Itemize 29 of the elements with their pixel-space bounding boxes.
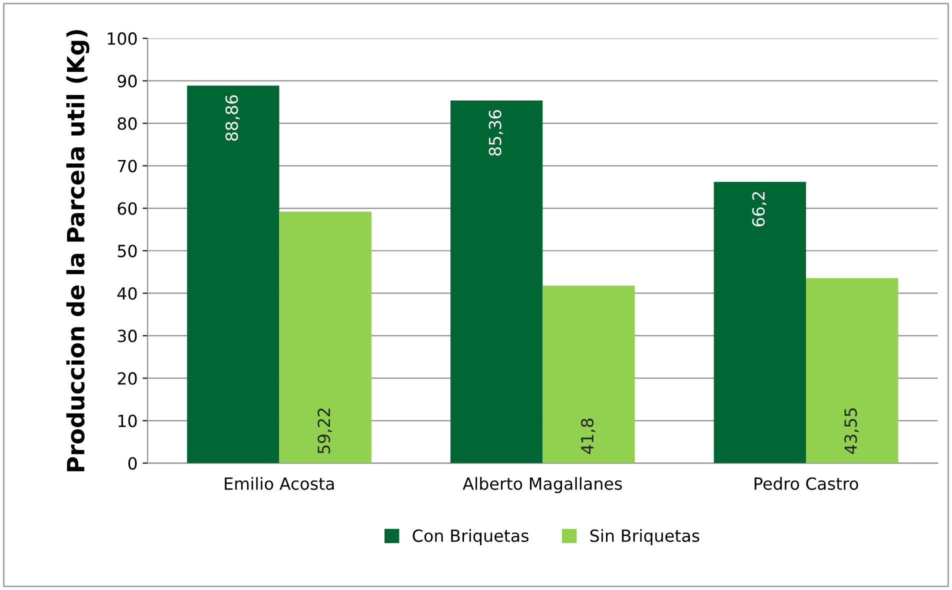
x-tick-label: Emilio Acosta (224, 477, 334, 490)
bar (806, 278, 898, 464)
y-tick-label: 70 (118, 160, 137, 172)
y-tick-label: 60 (118, 202, 137, 215)
data-label: 85,36 (488, 110, 504, 156)
y-tick-label: 80 (118, 117, 137, 130)
x-tick-label: Alberto Magallanes (462, 477, 622, 494)
y-tick-label: 50 (118, 244, 137, 258)
bar (187, 86, 280, 464)
bar (450, 100, 543, 464)
bar (542, 286, 635, 464)
y-tick-label: 0 (128, 457, 137, 470)
x-tick-label: Pedro Castro (754, 477, 858, 490)
y-tick-label: 90 (118, 74, 137, 88)
y-tick-label: 40 (117, 287, 137, 300)
y-axis-title: Produccion de la Parcela util (Kg) (66, 30, 90, 472)
data-label: 66,2 (752, 192, 766, 226)
y-tick-label: 10 (118, 414, 137, 428)
y-tick-label: 100 (108, 32, 137, 45)
y-tick-label: 30 (118, 330, 137, 342)
y-tick-label: 20 (118, 372, 137, 385)
bar (279, 212, 372, 464)
bar (714, 182, 806, 464)
data-label: 41,8 (580, 418, 596, 454)
data-label: 59,22 (318, 408, 332, 454)
legend-label: Con Briquetas (412, 529, 528, 546)
legend-label: Sin Briquetas (590, 529, 700, 546)
data-label: 88,86 (225, 95, 240, 141)
data-label: 43,55 (844, 408, 859, 454)
